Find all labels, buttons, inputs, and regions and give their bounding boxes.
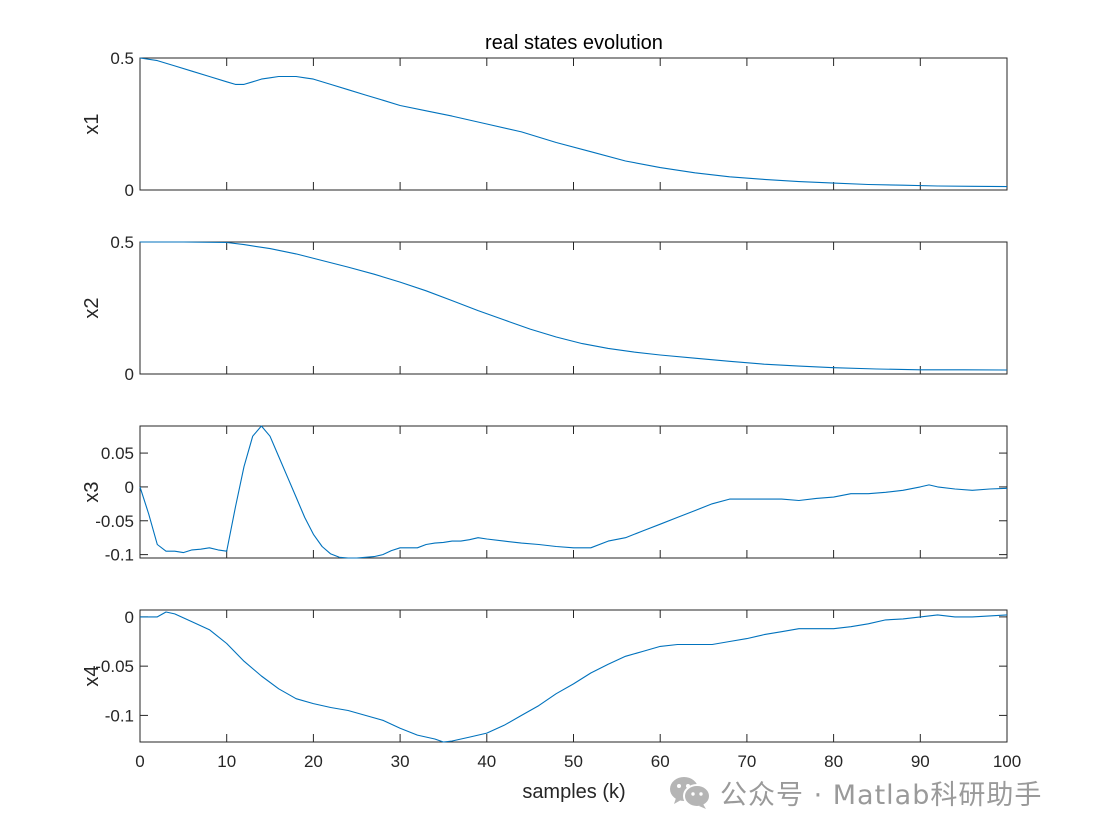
axes-box (139, 57, 1008, 191)
series-line-x2 (140, 241, 1008, 371)
y-tick-label: 0.5 (110, 49, 134, 68)
subplot-4: 0 10 20 30 40 50 60 70 80 90 100 -0.1 -0.05 0 x4 (81, 608, 1021, 771)
series-line-x3 (139, 425, 1008, 559)
subplot-3: -0.1 -0.05 0 0.05 x3 (81, 425, 1008, 565)
axes-box (139, 425, 1008, 559)
wechat-icon (670, 777, 711, 809)
y-tick-label: -0.1 (105, 546, 134, 565)
y-axis-label: x4 (81, 665, 103, 686)
x-tick-label: 90 (911, 752, 930, 771)
watermark-text: 公众号 · Matlab科研助手 (720, 779, 1043, 811)
axes-box (139, 241, 1008, 375)
x-tick-label: 50 (564, 752, 583, 771)
y-tick-label: 0.5 (110, 233, 134, 252)
y-axis-label: x2 (81, 297, 103, 318)
series-line-x4 (140, 611, 1008, 743)
y-tick-label: 0.05 (101, 444, 134, 463)
x-tick-label: 30 (391, 752, 410, 771)
y-tick-label: -0.05 (95, 657, 134, 676)
x-tick-label: 20 (304, 752, 323, 771)
y-tick-label: -0.05 (95, 512, 134, 531)
axes-box (139, 609, 1008, 743)
subplot-2: 0 0.5 x2 (81, 233, 1008, 384)
y-tick-label: 0 (125, 478, 134, 497)
series-line-x1 (139, 57, 1008, 188)
y-axis-label: x3 (81, 481, 103, 502)
y-tick-label: 0 (125, 608, 134, 627)
x-tick-label: 70 (737, 752, 756, 771)
y-tick-label: 0 (125, 181, 134, 200)
subplots: 0 0.5 x1 0 0.5 x2 -0.1 -0.05 0 0.05 x3 0 10 20 30 40 50 6… (81, 49, 1021, 771)
x-tick-label: 80 (824, 752, 843, 771)
subplot-1: 0 0.5 x1 (81, 49, 1008, 200)
x-tick-label: 10 (217, 752, 236, 771)
watermark: 公众号 · Matlab科研助手 (668, 770, 1042, 814)
chart-title: real states evolution (485, 32, 663, 54)
y-tick-label: 0 (125, 365, 134, 384)
y-axis-label: x1 (81, 113, 103, 134)
x-axis-label: samples (k) (522, 781, 625, 803)
y-tick-label: -0.1 (105, 706, 134, 725)
x-tick-label: 100 (993, 752, 1021, 771)
x-tick-label: 40 (477, 752, 496, 771)
x-tick-label: 0 (135, 752, 144, 771)
x-tick-label: 60 (651, 752, 670, 771)
